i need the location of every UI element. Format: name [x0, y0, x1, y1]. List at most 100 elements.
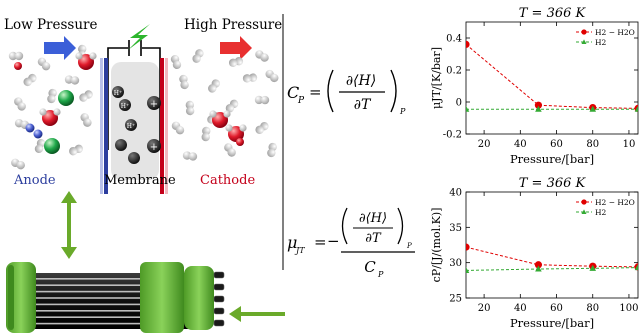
x-axis-label: Pressure/[bar]: [510, 152, 594, 166]
x-tick-label: 60: [550, 139, 563, 150]
hydrogen-molecule: [79, 90, 93, 102]
y-axis-label: cP/[J/(mol.K)]: [430, 208, 443, 283]
hydrogen-molecule: [170, 54, 182, 70]
svg-text:=: =: [309, 83, 322, 101]
hydrogen-molecule: [228, 57, 244, 67]
cp-outer-sub: P: [399, 107, 406, 116]
plus-sign: +: [150, 99, 158, 110]
data-point: [535, 105, 542, 112]
svg-text:H⁺: H⁺: [121, 103, 129, 110]
electrochemical-compressor-illustration: Low Pressure High Pressure H⁺ H⁺ H⁺: [4, 14, 285, 333]
stack-plate: [36, 284, 140, 286]
hydrogen-molecule: [192, 49, 204, 63]
anode-electrode: [104, 58, 108, 194]
legend-marker: [581, 29, 587, 35]
y-axis-label: μJT/[K/bar]: [430, 47, 443, 109]
x-tick-label: 80: [586, 139, 599, 150]
legend-entry: H2: [595, 38, 607, 47]
cp-numerator: ∂⟨H⟩: [346, 73, 376, 89]
stack-plate: [36, 322, 140, 325]
horizontal-double-arrow: [229, 306, 285, 322]
hydrogen-molecule: [69, 144, 83, 156]
stack-plate: [36, 310, 140, 312]
plot-frame: [465, 21, 639, 135]
legend-entry: H2: [595, 208, 607, 217]
hydrogen-molecule: [11, 158, 25, 170]
vertical-double-arrow: [61, 191, 77, 259]
red-atom: [14, 62, 22, 70]
x-axis-label: Pressure/[bar]: [510, 316, 594, 330]
y-tick-label: 35: [449, 223, 462, 234]
stack-bolt: [213, 307, 225, 315]
hydrogen-molecule: [208, 79, 220, 93]
water-molecule: [75, 52, 97, 70]
x-tick-label: 80: [586, 303, 599, 314]
x-tick-label: 40: [514, 139, 527, 150]
y-tick-label: 0.2: [446, 66, 462, 77]
hydrogen-molecule: [225, 99, 239, 113]
legend-marker: [581, 199, 587, 205]
stack-plate: [36, 278, 140, 280]
anode-label: Anode: [13, 173, 56, 188]
series: [466, 243, 638, 271]
cp-lhs-sub: P: [297, 96, 305, 106]
mu-inner-sub: P: [406, 242, 412, 250]
stack-plate: [36, 290, 140, 293]
svg-text:=: =: [314, 233, 327, 251]
y-tick-label: 30: [449, 258, 462, 269]
green-atom: [58, 90, 74, 106]
x-tick-label: 20: [478, 139, 491, 150]
legend-entry: H2 − H2O: [595, 28, 635, 37]
membrane-label: Membrane: [104, 173, 176, 188]
proton-label: H⁺: [114, 90, 122, 97]
data-point: [534, 261, 543, 269]
compressor-stack: [6, 262, 225, 333]
x-tick-label: 100: [619, 303, 638, 314]
mu-denominator-sub: P: [377, 270, 384, 279]
hydrogen-molecule: [201, 126, 211, 142]
y-tick-label: 0: [456, 98, 462, 109]
hydrogen-molecule: [179, 74, 189, 90]
hydrogen-molecule: [255, 50, 269, 62]
series: [466, 40, 638, 112]
y-tick-label: 0.4: [446, 34, 462, 45]
hydrogen-molecule: [80, 113, 92, 127]
mu-lhs-sub: JT: [294, 246, 305, 255]
cp-left-paren: [327, 69, 334, 113]
y-tick-label: 40: [449, 188, 462, 199]
x-tick-label: 20: [478, 303, 491, 314]
mu-inner-denominator: ∂T: [365, 231, 382, 246]
hydrogen-molecule: [265, 69, 279, 83]
equations-panel: C P = ∂⟨H⟩ ∂T P μ JT = − ∂⟨H⟩ ∂T P C P: [287, 69, 415, 279]
data-point: [466, 40, 470, 48]
mu-denominator: C: [364, 258, 376, 276]
cathode-electrode: [160, 58, 164, 194]
hydrogen-molecule: [171, 121, 185, 135]
hydrogen-molecule: [254, 95, 270, 105]
data-point: [589, 105, 597, 112]
stack-plate: [36, 316, 140, 318]
hydrogen-molecule: [224, 143, 236, 157]
water-molecule: [39, 108, 61, 126]
x-tick-label: 40: [514, 303, 527, 314]
hydrogen-molecule: [47, 88, 57, 104]
svg-text:−: −: [327, 232, 340, 250]
chart-joule-thomson: T = 366 K 20 40 60 80 10 -0.2 0 0.2 0.4 Pressure/[…: [430, 6, 639, 166]
hydrogen-molecule: [34, 138, 46, 154]
hydrogen-molecule: [255, 121, 269, 135]
blue-atom: [25, 123, 35, 133]
high-pressure-label: High Pressure: [184, 17, 282, 33]
chart-title: T = 366 K: [519, 176, 587, 191]
x-tick-label: 10: [623, 139, 636, 150]
hydrogen-molecule: [185, 100, 195, 116]
stack-plate: [36, 297, 140, 299]
cp-right-paren: [390, 69, 397, 113]
chart-heat-capacity: T = 366 K 20 40 60 80 100 25 30 35 40 Pressure/[ba…: [430, 176, 638, 330]
hydrogen-molecule: [37, 57, 51, 71]
water-molecule: [209, 110, 231, 128]
gas-molecules: [8, 44, 279, 170]
svg-text:H⁺: H⁺: [127, 123, 135, 130]
cp-lhs: C: [287, 83, 299, 102]
y-tick-label: -0.2: [443, 130, 462, 141]
